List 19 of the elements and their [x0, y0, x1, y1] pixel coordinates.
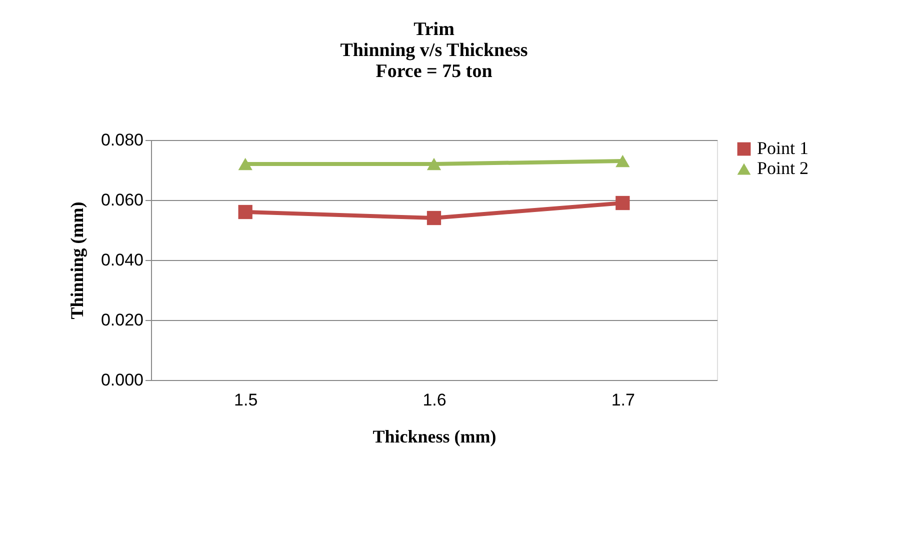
x-axis-title: Thickness (mm) [372, 426, 496, 446]
point [616, 196, 630, 210]
y-tick-label: 0.000 [100, 370, 144, 390]
x-tick-label: 1.5 [234, 390, 258, 410]
point [426, 158, 442, 170]
chart-title: Trim Thinning v/s Thickness Force = 75 ton [340, 19, 528, 82]
y-tick-label: 0.060 [100, 190, 144, 210]
point [238, 158, 252, 170]
point [238, 204, 252, 220]
y-tick-label: 0.040 [100, 250, 144, 270]
point [426, 210, 442, 226]
x-tick-label: 1.6 [422, 390, 446, 410]
legend-label: Point 2 [757, 158, 809, 178]
y-tick-label: 0.020 [100, 310, 144, 330]
y-tick-label: 0.080 [100, 130, 144, 150]
point [616, 154, 630, 168]
y-axis-title: Thinning (mm) [66, 202, 87, 320]
x-tick-label: 1.7 [611, 390, 635, 410]
legend-label: Point 1 [757, 138, 809, 158]
